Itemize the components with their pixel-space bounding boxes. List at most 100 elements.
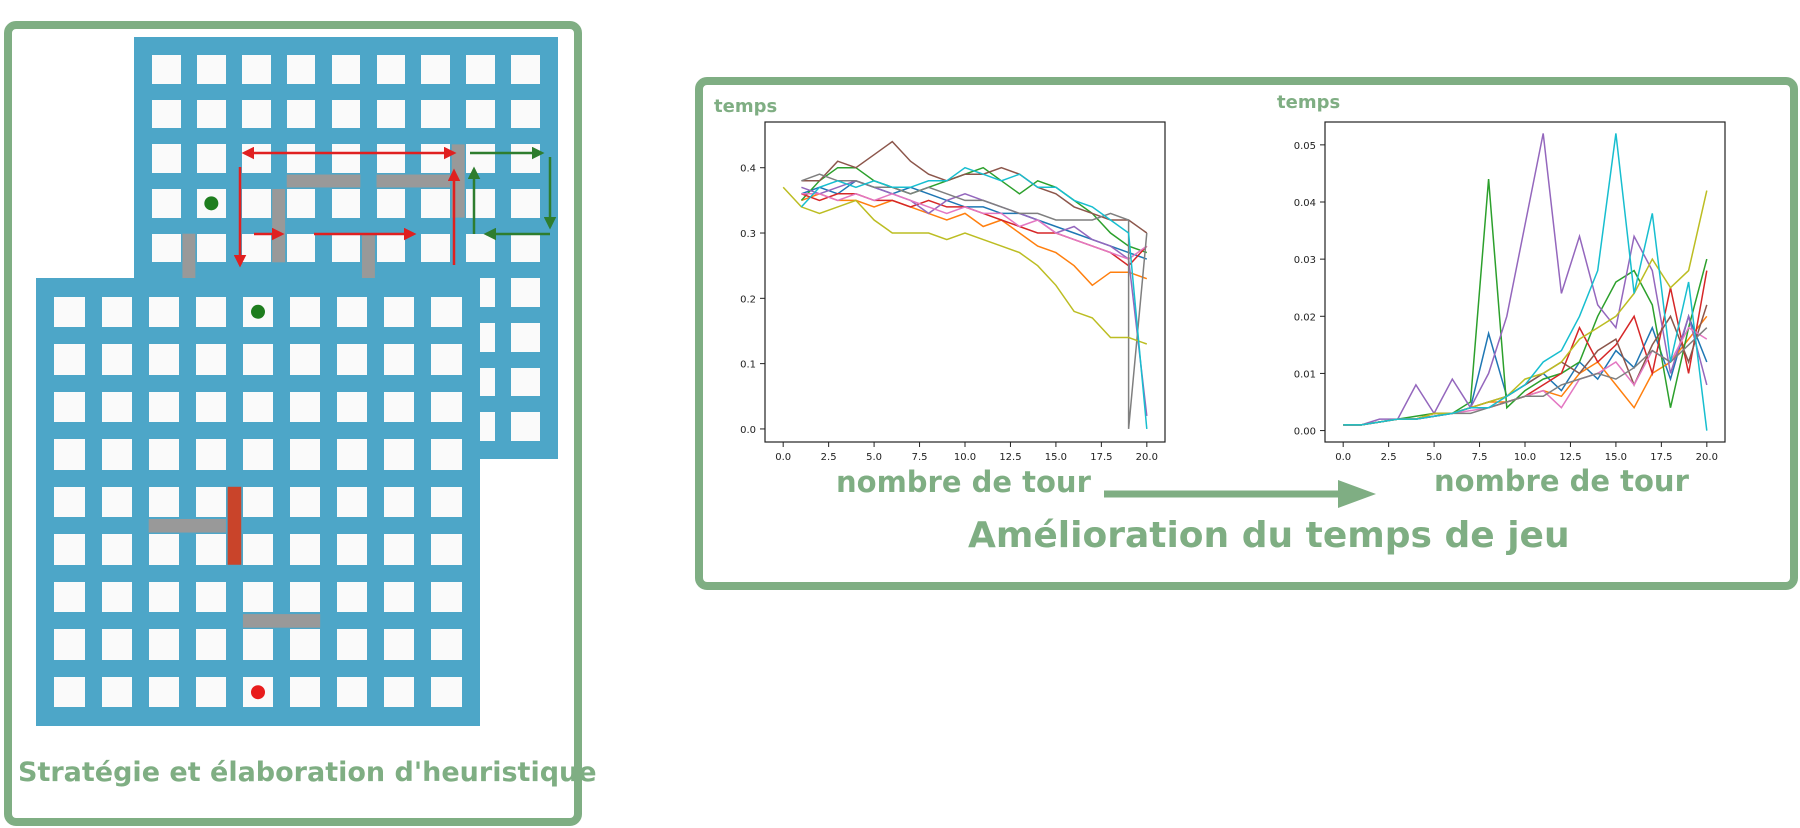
board-cell xyxy=(376,189,406,218)
board-cell xyxy=(331,144,361,173)
board-cell xyxy=(290,581,321,613)
board-cell xyxy=(431,581,462,613)
chart1-ytick-label: 0.0 xyxy=(740,425,756,436)
chart1-xtick-label: 5.0 xyxy=(866,452,882,463)
board-cell xyxy=(290,439,321,470)
chart1-xtick-label: 15.0 xyxy=(1045,452,1067,463)
board-cell xyxy=(242,581,274,613)
board-cell xyxy=(101,296,132,327)
board-cell xyxy=(331,55,361,84)
board-cell xyxy=(101,344,132,375)
board-cell xyxy=(152,55,181,84)
board-cell xyxy=(290,391,321,423)
chart2-plot-frame xyxy=(1324,121,1726,443)
chart2-xtick-label: 12.5 xyxy=(1559,452,1581,463)
board-cell xyxy=(148,677,179,708)
board-cell xyxy=(54,677,85,708)
board-cell xyxy=(242,486,274,518)
board-cell xyxy=(101,439,132,470)
board-cell xyxy=(148,486,179,518)
board-cell xyxy=(286,55,316,84)
board-cell xyxy=(376,144,406,173)
board-cell xyxy=(241,99,271,129)
chart1-xtick-label: 12.5 xyxy=(999,452,1021,463)
board-cell xyxy=(337,581,368,613)
board-cell xyxy=(241,55,271,84)
wall-red xyxy=(227,486,242,565)
improvement-caption: Amélioration du temps de jeu xyxy=(968,515,1570,556)
board-cell xyxy=(384,581,415,613)
board-cell xyxy=(337,391,368,423)
chart2-ytick-label: 0.01 xyxy=(1294,369,1316,380)
chart2-ytick-label: 0.05 xyxy=(1294,141,1316,152)
wall-gray xyxy=(272,189,286,263)
board-cell xyxy=(195,486,226,518)
chart2-ylabel: temps xyxy=(1277,92,1341,113)
board-cell xyxy=(337,439,368,470)
board-cell xyxy=(242,534,274,565)
front-game-board xyxy=(36,278,480,726)
board-cell xyxy=(384,677,415,708)
board-cell xyxy=(101,486,132,518)
board-cell xyxy=(195,581,226,613)
board-cell xyxy=(337,486,368,518)
front-red-pawn xyxy=(251,685,265,700)
chart1-series-line-9 xyxy=(800,166,1148,429)
chart1-xtick-label: 7.5 xyxy=(912,452,928,463)
board-cell xyxy=(242,391,274,423)
board-cell xyxy=(511,323,540,352)
board-cell xyxy=(384,486,415,518)
board-cell xyxy=(148,581,179,613)
wall-gray xyxy=(148,518,226,533)
chart2-ytick-label: 0.03 xyxy=(1294,255,1316,266)
board-cell xyxy=(290,344,321,375)
board-cell xyxy=(54,486,85,518)
chart1-series-line-1 xyxy=(801,193,1148,287)
board-cell xyxy=(290,296,321,327)
back-board-overlay xyxy=(182,144,557,307)
chart2-xtick-label: 2.5 xyxy=(1381,452,1397,463)
board-cell xyxy=(421,99,451,129)
board-cell xyxy=(241,233,271,263)
board-cell xyxy=(242,629,274,660)
board-cell xyxy=(148,296,179,327)
board-cell xyxy=(101,391,132,423)
board-cell xyxy=(242,344,274,375)
board-cell xyxy=(101,581,132,613)
board-cell xyxy=(511,278,540,307)
board-cell xyxy=(54,296,85,327)
board-cell xyxy=(290,629,321,660)
chart1-ytick-label: 0.1 xyxy=(740,360,756,371)
board-cell xyxy=(466,55,496,84)
board-cell xyxy=(241,189,271,218)
board-cell xyxy=(286,144,316,173)
board-cell xyxy=(421,233,451,263)
chart2-ytick-label: 0.00 xyxy=(1294,427,1316,438)
board-cell xyxy=(148,439,179,470)
board-cell xyxy=(331,99,361,129)
chart2-xtick-label: 0.0 xyxy=(1335,452,1351,463)
chart1-xtick-label: 17.5 xyxy=(1090,452,1112,463)
board-cell xyxy=(54,344,85,375)
chart1-series-line-6 xyxy=(801,193,1148,260)
board-cell xyxy=(286,233,316,263)
board-cell xyxy=(511,99,540,129)
wall-gray xyxy=(376,174,451,188)
board-cell xyxy=(148,629,179,660)
chart2-series-line-2 xyxy=(1343,179,1708,426)
board-cell xyxy=(431,486,462,518)
chart1-ytick-label: 0.4 xyxy=(740,164,756,175)
board-cell xyxy=(384,534,415,565)
chart2-xtick-label: 20.0 xyxy=(1696,452,1718,463)
chart1-plot-frame xyxy=(764,121,1166,443)
time-chart-left: 0.0 2.5 5.0 7.5 10.0 12.5 15.0 17.5 20.0 0.0 0.1 0.… xyxy=(740,121,1166,463)
board-cell xyxy=(431,344,462,375)
board-cell xyxy=(431,629,462,660)
board-cell xyxy=(511,367,540,397)
board-cell xyxy=(337,534,368,565)
board-cell xyxy=(337,629,368,660)
board-cell xyxy=(431,391,462,423)
board-cell xyxy=(337,296,368,327)
chart2-ytick-label: 0.04 xyxy=(1294,198,1316,209)
chart2-ytick-label: 0.02 xyxy=(1294,312,1316,323)
